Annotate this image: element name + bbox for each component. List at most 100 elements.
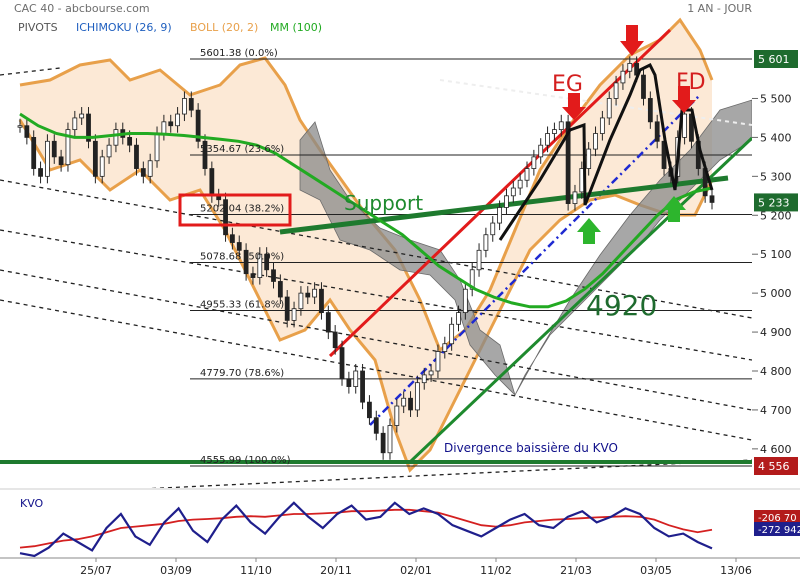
candle-body: [442, 343, 448, 352]
legend-boll: BOLL (20, 2): [190, 21, 258, 34]
y-tick-label: 4 900: [760, 326, 792, 339]
candle-body: [565, 121, 571, 204]
candle-body: [497, 207, 503, 224]
candle-body: [421, 374, 427, 384]
kvo-badge-bg: [754, 522, 800, 536]
indicator-legend: PIVOTS ICHIMOKU (26, 9) BOLL (20, 2) MM …: [18, 21, 322, 34]
price-badges: 5 601 5 233 4 556: [754, 50, 798, 475]
price-axis: 4 600 4 700 4 800 4 900 5 000 5 100 5 200 5 300…: [752, 92, 792, 456]
fib-label: 5078.68 (50.0%): [200, 252, 284, 263]
y-tick-label: 5 100: [760, 248, 792, 261]
pivot-lines: [0, 67, 752, 488]
candle-body: [243, 249, 249, 275]
candle-body: [353, 370, 359, 387]
kvo-divergence-annotation: Divergence baissière du KVO: [444, 441, 618, 455]
candle-body: [257, 253, 263, 278]
moving-average-line: [19, 112, 713, 309]
y-tick-label: 5 400: [760, 131, 792, 144]
green-up-arrow-right: [662, 196, 686, 222]
legend-mm: MM (100): [270, 21, 322, 34]
candle-body: [538, 144, 544, 158]
candle-body: [182, 98, 187, 115]
y-tick-label: 4 600: [760, 443, 792, 456]
price-badge: 5 233: [758, 196, 790, 209]
candle-body: [490, 222, 496, 236]
green-up-arrow-left: [577, 218, 601, 244]
candle-body: [339, 347, 345, 380]
candle-body: [161, 121, 167, 134]
timeframe-label: 1 AN - JOUR: [687, 2, 752, 15]
candle-body: [531, 156, 537, 169]
green-support-line: [279, 175, 729, 235]
candle-body: [127, 137, 133, 146]
x-tick-label: 02/01: [400, 564, 432, 577]
candle-body: [414, 382, 420, 411]
candle-body: [572, 191, 578, 204]
price-badge-bg: [754, 193, 798, 212]
candle-body: [558, 121, 564, 131]
x-tick-label: 11/10: [240, 564, 272, 577]
candle-body: [360, 370, 365, 403]
fib-label: 4555.99 (100.0%): [200, 455, 291, 466]
candle-body: [86, 113, 91, 142]
x-tick-label: 21/03: [560, 564, 592, 577]
ichimoku-cloud: [299, 99, 752, 397]
candle-body: [51, 140, 57, 158]
y-tick-label: 5 500: [760, 92, 792, 105]
y-tick-label: 4 700: [760, 404, 792, 417]
candle-body: [312, 288, 318, 298]
eg-annotation: EG: [552, 72, 583, 97]
fib-highlight-box: [178, 193, 292, 227]
candle-body: [92, 140, 98, 177]
x-tick-label: 11/02: [480, 564, 512, 577]
x-tick-label: 03/09: [160, 564, 192, 577]
red-down-arrow-eg: [562, 93, 586, 120]
candle-body: [154, 133, 160, 162]
candle-body: [510, 187, 516, 197]
x-tick-label: 03/05: [640, 564, 672, 577]
candle-body: [24, 125, 30, 138]
kvo-badges: -206 70-272 942: [754, 510, 800, 536]
candle-body: [476, 249, 482, 271]
candle-body: [17, 125, 23, 128]
fib-label: 5601.38 (0.0%): [200, 48, 278, 59]
price-badge: 4 556: [758, 460, 790, 473]
kvo-line: [19, 501, 713, 558]
candle-body: [65, 129, 71, 166]
candle-body: [147, 160, 153, 177]
kvo-label: KVO: [20, 497, 44, 510]
candle-body: [627, 63, 633, 72]
fibonacci-labels: 5601.38 (0.0%) 5354.67 (23.6%) 5202.04 (38…: [200, 48, 291, 466]
kvo-badge: -206 70: [758, 513, 797, 524]
red-down-arrow-top: [620, 25, 644, 56]
candle-body: [462, 288, 468, 314]
candle-body: [106, 144, 112, 158]
candle-body: [593, 133, 598, 150]
candle-body: [387, 425, 393, 454]
candle-body: [38, 168, 43, 177]
candle-body: [202, 140, 208, 169]
x-tick-label: 25/07: [80, 564, 112, 577]
candle-body: [709, 195, 715, 203]
candle-body: [140, 168, 146, 177]
candle-body: [195, 109, 201, 142]
candle-body: [428, 370, 434, 376]
kvo-badge-bg: [754, 510, 800, 524]
candle-body: [79, 113, 85, 119]
candle-body: [175, 113, 180, 127]
candle-body: [325, 312, 331, 333]
fib-label: 5202.04 (38.2%): [200, 203, 284, 214]
candle-body: [682, 113, 687, 138]
candle-body: [168, 121, 174, 127]
candle-body: [586, 148, 592, 169]
candle-body: [31, 137, 37, 169]
kvo-badge: -272 942: [758, 525, 800, 536]
candle-body: [264, 253, 270, 271]
price-candles: [17, 56, 715, 460]
candle-body: [449, 323, 455, 345]
candle-body: [641, 74, 646, 99]
candle-body: [298, 292, 304, 310]
candle-body: [524, 168, 530, 181]
candle-body: [373, 417, 379, 434]
